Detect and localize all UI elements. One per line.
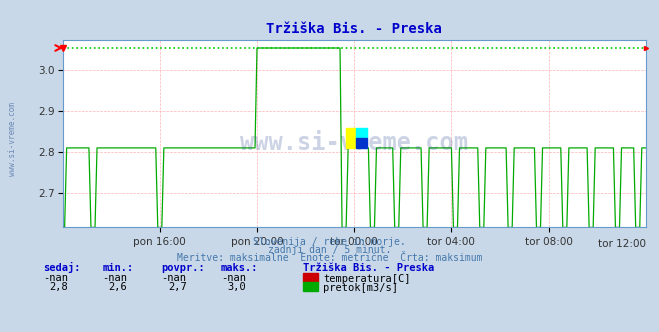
Text: pretok[m3/s]: pretok[m3/s] [323,283,398,293]
Text: temperatura[C]: temperatura[C] [323,274,411,284]
Text: -nan: -nan [102,273,127,283]
Text: tor 12:00: tor 12:00 [598,239,646,249]
Text: www.si-vreme.com: www.si-vreme.com [241,131,468,155]
Text: 2,7: 2,7 [168,282,186,292]
Text: sedaj:: sedaj: [43,262,80,273]
Text: Slovenija / reke in morje.: Slovenija / reke in morje. [253,237,406,247]
Text: -nan: -nan [161,273,186,283]
Text: 3,0: 3,0 [227,282,246,292]
Text: 2,8: 2,8 [49,282,68,292]
Text: -nan: -nan [43,273,68,283]
Text: min.:: min.: [102,263,133,273]
Text: Tržiška Bis. - Preska: Tržiška Bis. - Preska [303,263,434,273]
Bar [357,138,367,148]
Text: Meritve: maksimalne  Enote: metrične  Črta: maksimum: Meritve: maksimalne Enote: metrične Črta… [177,253,482,263]
Text: -nan: -nan [221,273,246,283]
Text: zadnji dan / 5 minut.: zadnji dan / 5 minut. [268,245,391,255]
Bar [346,127,357,148]
Text: www.si-vreme.com: www.si-vreme.com [8,103,17,176]
Text: 2,6: 2,6 [109,282,127,292]
Text: maks.:: maks.: [221,263,258,273]
Text: povpr.:: povpr.: [161,263,205,273]
Bar [357,127,367,138]
Title: Tržiška Bis. - Preska: Tržiška Bis. - Preska [266,22,442,36]
